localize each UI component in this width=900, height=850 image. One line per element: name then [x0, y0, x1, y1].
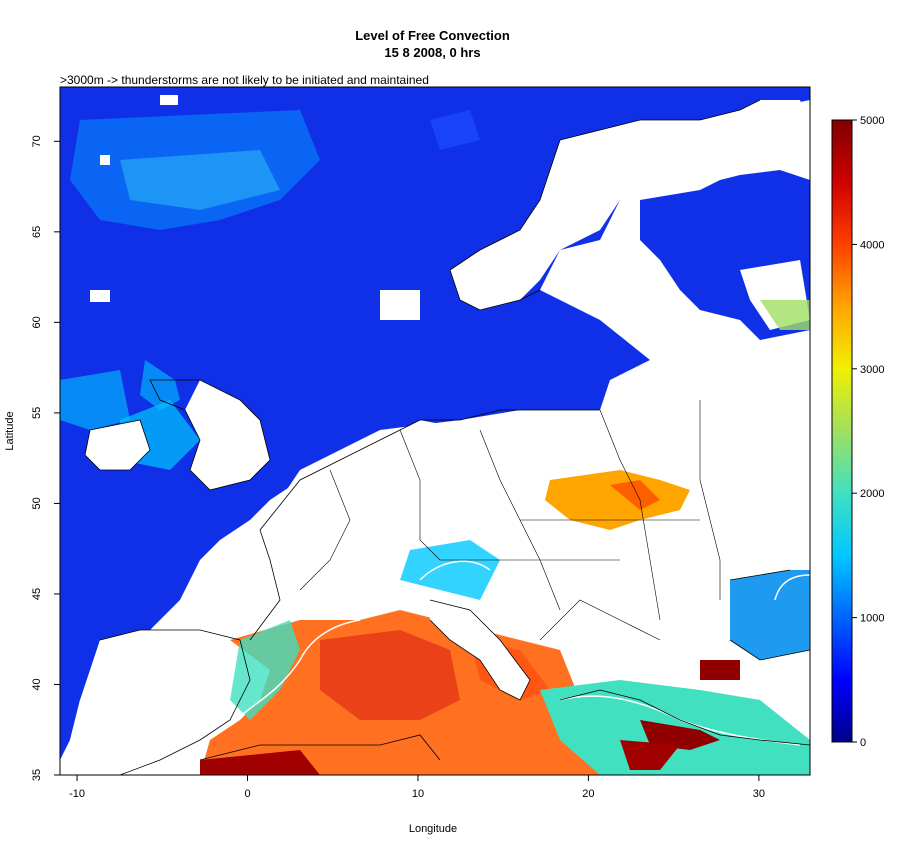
y-tick-label: 60	[31, 316, 43, 328]
colorbar-ticks: 0 1000 2000 3000 4000 5000	[852, 115, 884, 749]
map-note: >3000m -> thunderstorms are not likely t…	[60, 73, 429, 87]
colorbar	[831, 119, 853, 743]
y-tick-label: 35	[31, 769, 43, 781]
x-axis-label: Longitude	[409, 823, 457, 835]
y-tick-label: 65	[31, 226, 43, 238]
coastlines	[84, 99, 810, 775]
y-tick-label: 40	[31, 678, 43, 690]
y-tick-label: 45	[31, 588, 43, 600]
colorbar-tick-label: 3000	[860, 364, 884, 376]
y-tick-label: 50	[31, 497, 43, 509]
y-axis: 35 40 45 50 55 60 65 70	[31, 135, 60, 781]
colorbar-tick-label: 5000	[860, 115, 884, 127]
y-tick-label: 70	[31, 135, 43, 147]
x-tick-label: 20	[582, 788, 594, 800]
colorbar-tick-label: 4000	[860, 239, 884, 251]
colorbar-tick-label: 0	[860, 737, 866, 749]
y-axis-label: Latitude	[4, 411, 16, 450]
colorbar-tick-label: 2000	[860, 488, 884, 500]
x-tick-label: 0	[244, 788, 250, 800]
colorbar-tick-label: 1000	[860, 613, 884, 625]
country-borders	[299, 400, 721, 641]
plot-frame	[59, 86, 811, 776]
y-tick-label: 55	[31, 407, 43, 419]
x-tick-label: 30	[753, 788, 765, 800]
map-subtitle: 15 8 2008, 0 hrs	[384, 45, 481, 60]
x-tick-label: -10	[69, 788, 85, 800]
x-axis: -10 0 10 20 30	[69, 775, 765, 800]
convection-field	[60, 87, 810, 775]
x-tick-label: 10	[412, 788, 424, 800]
map-title: Level of Free Convection	[355, 28, 510, 43]
